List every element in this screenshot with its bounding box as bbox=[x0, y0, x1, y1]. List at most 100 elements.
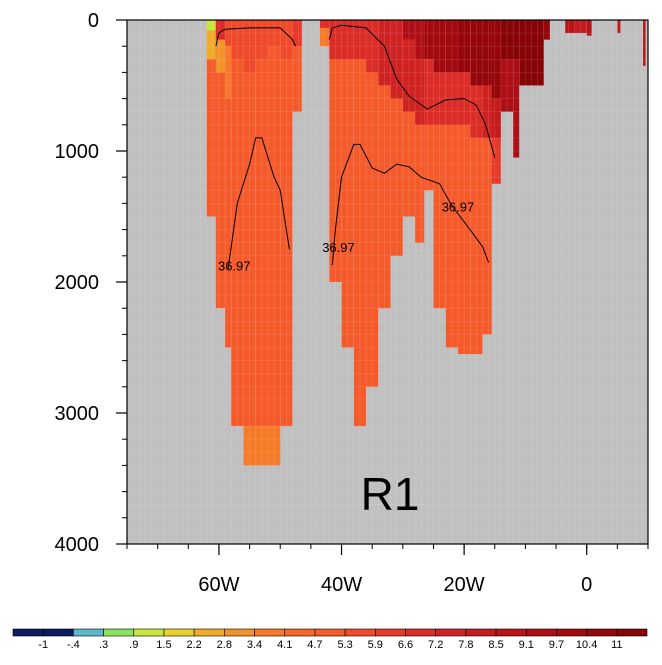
colorbar-label-18: 10.4 bbox=[576, 639, 597, 651]
field-column-31 bbox=[586, 20, 592, 36]
colorbar-label-15: 8.5 bbox=[488, 639, 503, 651]
colorbar-box-17 bbox=[525, 628, 557, 637]
field-cell-top-23-0 bbox=[482, 20, 492, 86]
x-tick-label: 20W bbox=[444, 574, 485, 596]
colorbar-label-9: 4.7 bbox=[307, 639, 322, 651]
field-cell-bottom-4-0 bbox=[243, 426, 256, 466]
field-cell-top-16-1 bbox=[402, 39, 416, 112]
colorbar-box-4 bbox=[133, 628, 165, 637]
field-column-1 bbox=[215, 20, 226, 309]
field-column-7 bbox=[280, 20, 293, 427]
contour-line-2 bbox=[227, 137, 290, 269]
colorbar-box-8 bbox=[254, 628, 286, 637]
field-cell-top-22-1 bbox=[470, 85, 483, 138]
colorbar-label-1: -.4 bbox=[67, 639, 80, 651]
field-column-3 bbox=[231, 20, 244, 427]
colorbar-label-7: 3.4 bbox=[247, 639, 262, 651]
field-cell-top-2-0 bbox=[225, 20, 232, 47]
field-cell-top-9-0 bbox=[320, 20, 330, 28]
colorbar-box-14 bbox=[435, 628, 467, 637]
field-column-8 bbox=[292, 20, 302, 112]
field-cell-top-18-1 bbox=[424, 59, 434, 125]
field-cell-top-2-1 bbox=[225, 46, 232, 99]
colorbar-box-13 bbox=[405, 628, 436, 637]
colorbar-label-16: 9.1 bbox=[519, 639, 534, 651]
axes-layer: 0 1000 2000 3000 4000 60W 40W 20W 0 bbox=[55, 10, 649, 596]
colorbar-box-3 bbox=[103, 628, 135, 637]
y-tick-label: 1000 bbox=[55, 141, 100, 163]
field-column-6 bbox=[267, 20, 281, 466]
field-column-2 bbox=[225, 20, 232, 348]
field-cell-top-3-0 bbox=[231, 20, 244, 60]
contour-line-0 bbox=[215, 27, 297, 47]
colorbar-box-9 bbox=[284, 628, 316, 637]
field-cell-top-24-0 bbox=[491, 20, 501, 99]
colorbar-box-15 bbox=[465, 628, 497, 637]
field-cell-top-21-0 bbox=[457, 20, 471, 73]
contour-layer: 36.97 36.97 36.97 bbox=[215, 24, 496, 273]
field-cell-top-17-1 bbox=[415, 59, 425, 125]
field-cell-top-1-0 bbox=[215, 20, 226, 40]
colorbar-label-2: .3 bbox=[99, 639, 108, 651]
field-cell-top-7-0 bbox=[280, 20, 293, 60]
field-column-11 bbox=[341, 20, 354, 348]
colorbar-label-19: 11 bbox=[611, 639, 622, 651]
field-column-5 bbox=[255, 20, 268, 466]
field-cell-top-23-1 bbox=[482, 85, 492, 138]
field-cell-top-0-1 bbox=[206, 30, 216, 60]
contour-label-1: 36.97 bbox=[322, 240, 355, 255]
colorbar-label-5: 2.2 bbox=[186, 639, 201, 651]
field-column-9 bbox=[320, 20, 330, 47]
field-column-30 bbox=[574, 20, 587, 34]
field-cell-top-4-0 bbox=[243, 20, 256, 73]
colorbar-label-13: 7.2 bbox=[428, 639, 443, 651]
field-cell-top-19-1 bbox=[433, 72, 446, 125]
field-layer bbox=[206, 20, 646, 466]
colorbar-label-3: .9 bbox=[129, 639, 138, 651]
field-cell-top-20-1 bbox=[445, 72, 458, 125]
contour-label-2: 36.97 bbox=[442, 199, 475, 214]
colorbar-box-16 bbox=[495, 628, 527, 637]
field-cell-top-17-0 bbox=[415, 20, 425, 60]
colorbar-box-10 bbox=[314, 628, 346, 637]
field-cell-top-13-0 bbox=[366, 20, 379, 73]
field-column-29 bbox=[565, 20, 575, 34]
field-column-28 bbox=[543, 20, 550, 40]
field-column-17 bbox=[415, 20, 425, 243]
field-cell-top-15-0 bbox=[390, 20, 403, 99]
colorbar-label-8: 4.1 bbox=[277, 639, 292, 651]
grid-layer bbox=[126, 19, 649, 545]
field-cell-top-0-0 bbox=[206, 20, 216, 31]
field-column-14 bbox=[378, 20, 391, 309]
field-column-12 bbox=[353, 20, 367, 427]
colorbar-label-10: 5.3 bbox=[337, 639, 352, 651]
field-cell-bottom-5-0 bbox=[255, 426, 268, 466]
panel-label: R1 bbox=[361, 468, 420, 520]
colorbar-box-0 bbox=[12, 628, 44, 637]
field-cell-top-18-0 bbox=[424, 20, 434, 60]
field-column-33 bbox=[643, 20, 646, 66]
colorbar-box-5 bbox=[163, 628, 195, 637]
field-cell-top-16-0 bbox=[402, 20, 416, 40]
field-cell-top-24-1 bbox=[491, 98, 501, 138]
colorbar-box-11 bbox=[344, 628, 376, 637]
field-cell-top-10-0 bbox=[329, 20, 342, 60]
y-tick-label: 2000 bbox=[55, 272, 100, 294]
colorbar-box-2 bbox=[73, 628, 104, 637]
field-column-32 bbox=[617, 20, 621, 34]
field-cell-top-14-0 bbox=[378, 20, 391, 86]
y-tick-label: 0 bbox=[88, 10, 99, 32]
colorbar-box-19 bbox=[586, 628, 618, 637]
colorbar-label-0: -1 bbox=[38, 639, 48, 651]
field-column-10 bbox=[329, 20, 342, 282]
colorbar-box-7 bbox=[224, 628, 255, 637]
contour-line-1 bbox=[328, 24, 496, 158]
field-column-26 bbox=[513, 20, 520, 158]
field-column-13 bbox=[366, 20, 379, 387]
colorbar-label-17: 9.7 bbox=[549, 639, 564, 651]
x-tick-label: 40W bbox=[321, 574, 362, 596]
y-tick-label: 4000 bbox=[55, 534, 100, 556]
field-cell-top-11-0 bbox=[341, 20, 354, 60]
field-cell-top-6-0 bbox=[267, 20, 281, 47]
